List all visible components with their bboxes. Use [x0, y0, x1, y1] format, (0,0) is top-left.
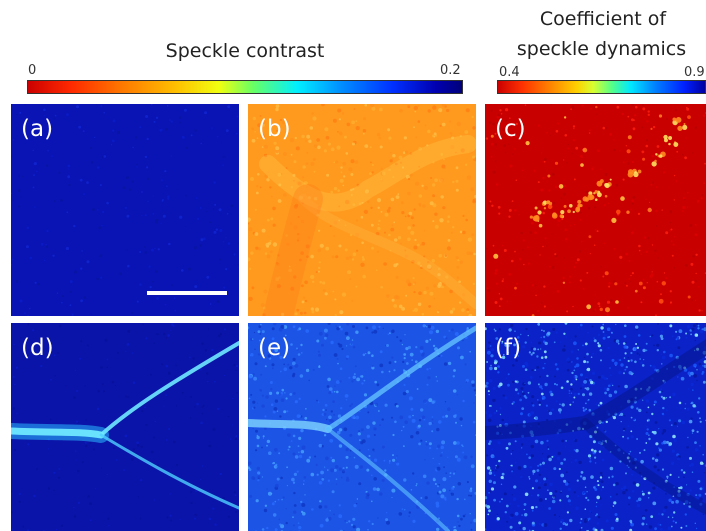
panel-b-image: (b) — [248, 104, 476, 316]
panel-f-texture — [485, 323, 706, 531]
panel-a-texture — [11, 104, 239, 316]
left-colorbar-max-label: 0.2 — [440, 63, 461, 78]
panel-e-image: (e) — [248, 323, 476, 531]
scale-bar — [147, 291, 227, 295]
left-colorbar-min-label: 0 — [28, 63, 37, 78]
panel-d-image: (d) — [11, 323, 239, 531]
panel-f-image: (f) — [485, 323, 706, 531]
panel-e-label: (e) — [258, 335, 291, 361]
panel-d-label: (d) — [21, 335, 54, 361]
speckle-contrast-colorbar — [27, 80, 463, 94]
panel-c-texture — [485, 104, 706, 316]
panel-d-texture — [11, 323, 239, 531]
right-colorbar-title-line2: speckle dynamics — [516, 38, 687, 60]
panel-a-image: (a) — [11, 104, 239, 316]
panel-b-texture — [248, 104, 476, 316]
coefficient-colorbar — [497, 80, 706, 94]
right-colorbar-max-label: 0.9 — [684, 65, 705, 80]
panel-b-label: (b) — [258, 116, 291, 142]
panel-a-label: (a) — [21, 116, 54, 142]
panel-e-texture — [248, 323, 476, 531]
panel-c-image: (c) — [485, 104, 706, 316]
right-colorbar-title-line1: Coefficient of — [539, 8, 667, 30]
left-colorbar-title: Speckle contrast — [165, 40, 325, 62]
panel-c-label: (c) — [495, 116, 526, 142]
panel-f-label: (f) — [495, 335, 522, 361]
right-colorbar-min-label: 0.4 — [499, 65, 520, 80]
